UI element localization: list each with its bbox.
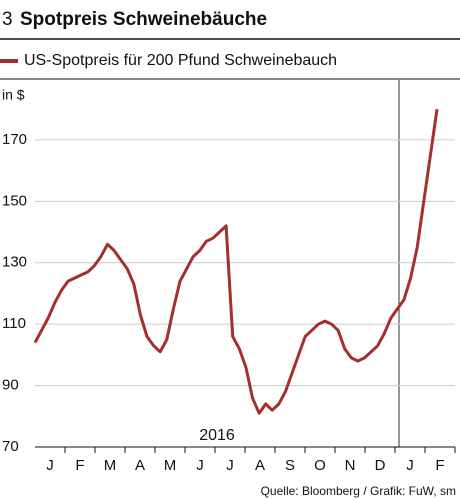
- x-tick-label: F: [435, 457, 444, 474]
- x-tick-label: J: [406, 457, 414, 474]
- legend-label: US-Spotpreis für 200 Pfund Schweinebauch: [24, 52, 337, 69]
- chart-title: Spotpreis Schweinebäuche: [20, 9, 267, 30]
- x-tick-label: J: [46, 457, 54, 474]
- price-line: [33, 108, 439, 415]
- x-tick-label: S: [285, 457, 295, 474]
- x-tick-label: F: [75, 457, 84, 474]
- x-tick-label: J: [226, 457, 234, 474]
- year-annotation: 2016: [199, 427, 235, 444]
- x-tick-label: D: [375, 457, 386, 474]
- x-tick-label: M: [164, 457, 177, 474]
- x-tick-label: J: [196, 457, 204, 474]
- y-tick-label: 70: [2, 438, 19, 455]
- y-tick-label: 170: [2, 131, 27, 148]
- source: Quelle: Bloomberg / Grafik: FuW, sm: [261, 484, 456, 498]
- y-tick-label: 150: [2, 192, 27, 209]
- x-tick-label: N: [345, 457, 356, 474]
- y-tick-label: 90: [2, 377, 19, 394]
- y-tick-label: 130: [2, 254, 27, 271]
- y-tick-label: 110: [2, 315, 26, 332]
- x-tick-label: M: [104, 457, 117, 474]
- chart-number: 3: [2, 9, 13, 30]
- x-tick-label: A: [255, 457, 265, 474]
- x-tick-label: O: [314, 457, 326, 474]
- x-tick-label: A: [135, 457, 145, 474]
- y-axis-label: in $: [2, 87, 25, 103]
